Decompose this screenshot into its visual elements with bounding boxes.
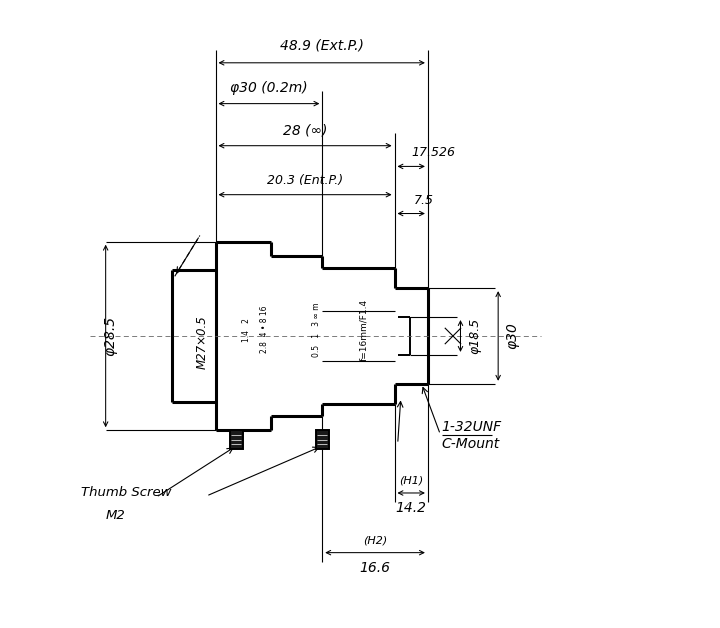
Text: φ30: φ30 [505, 323, 520, 349]
Bar [316, 430, 328, 449]
Text: (H1): (H1) [399, 475, 423, 485]
Text: (H2): (H2) [363, 535, 387, 545]
Text: φ30 (0.2m): φ30 (0.2m) [230, 81, 307, 95]
Text: 28 (∞): 28 (∞) [283, 124, 327, 138]
Text: Thumb Screw: Thumb Screw [81, 486, 171, 499]
Text: 1-32UNF: 1-32UNF [441, 420, 502, 434]
Text: f=16mm/F1.4: f=16mm/F1.4 [359, 299, 368, 360]
Text: C-Mount: C-Mount [441, 437, 500, 451]
Text: 0.5   1   3 ∞ m: 0.5 1 3 ∞ m [312, 303, 320, 357]
Text: 14.2: 14.2 [396, 501, 427, 514]
Text: 48.9 (Ext.P.): 48.9 (Ext.P.) [280, 39, 364, 53]
Text: M27×0.5: M27×0.5 [195, 315, 208, 369]
Text: 17.526: 17.526 [411, 146, 455, 159]
Text: 7.5: 7.5 [414, 193, 433, 207]
Text: 2.8  4 • 8 16: 2.8 4 • 8 16 [260, 306, 269, 354]
Text: 1.4   2: 1.4 2 [243, 318, 251, 342]
Bar [230, 430, 243, 449]
Text: φ18.5: φ18.5 [468, 318, 481, 354]
Text: 20.3 (Ent.P.): 20.3 (Ent.P.) [267, 174, 343, 187]
Text: M2: M2 [105, 509, 125, 522]
Text: 16.6: 16.6 [359, 561, 390, 575]
Text: φ28.5: φ28.5 [103, 316, 117, 356]
